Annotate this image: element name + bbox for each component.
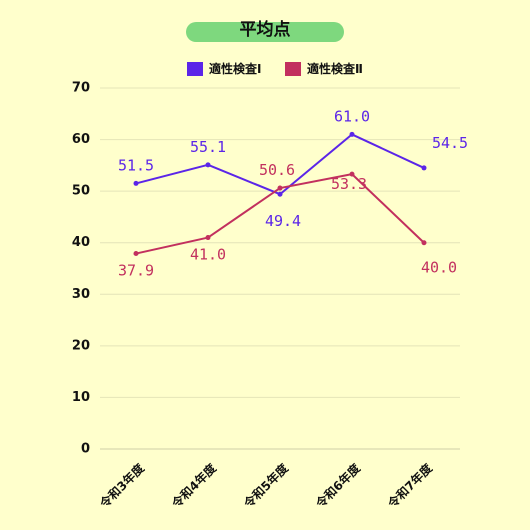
data-point [277, 191, 283, 197]
legend-label: 適性検査Ⅰ [209, 61, 261, 76]
data-labels: 51.5 55.1 49.4 61.0 54.5 37.9 41.0 50.6 53.3 40.0 [118, 107, 468, 279]
data-point [205, 235, 211, 241]
y-tick-label: 10 [72, 390, 90, 405]
series-group [133, 131, 427, 257]
y-tick-label: 60 [72, 132, 90, 147]
data-label: 50.6 [259, 161, 295, 179]
data-label: 41.0 [190, 246, 226, 264]
data-label: 54.5 [432, 134, 468, 152]
x-tick-label: 令和6年度 [312, 460, 364, 512]
x-tick-label: 令和5年度 [240, 460, 292, 512]
chart-title: 平均点 [186, 19, 344, 42]
legend-swatch [285, 62, 301, 76]
data-label: 37.9 [118, 262, 154, 280]
legend-swatch [187, 62, 203, 76]
data-point [133, 251, 139, 257]
x-tick-label: 令和4年度 [168, 460, 220, 512]
y-tick-label: 0 [81, 442, 90, 457]
data-label: 55.1 [190, 138, 226, 156]
data-label: 49.4 [265, 212, 301, 230]
title-background [186, 22, 344, 42]
y-tick-label: 40 [72, 235, 90, 250]
data-label: 51.5 [118, 156, 154, 174]
data-point [421, 240, 427, 246]
y-tick-label: 30 [72, 287, 90, 302]
data-point [133, 180, 139, 186]
data-point [349, 171, 355, 177]
data-point [421, 165, 427, 171]
title-text: 平均点 [240, 19, 291, 40]
x-axis: 令和3年度 令和4年度 令和5年度 令和6年度 令和7年度 [96, 460, 436, 512]
x-tick-label: 令和3年度 [96, 460, 148, 512]
data-point [277, 185, 283, 191]
y-tick-label: 50 [72, 184, 90, 199]
y-tick-label: 70 [72, 81, 90, 96]
y-axis: 0 10 20 30 40 50 60 70 [72, 81, 90, 457]
x-tick-label: 令和7年度 [384, 460, 436, 512]
data-label: 53.3 [331, 175, 367, 193]
data-label: 61.0 [334, 107, 370, 125]
data-point [349, 131, 355, 137]
legend-label: 適性検査Ⅱ [307, 61, 363, 76]
data-label: 40.0 [421, 259, 457, 277]
legend: 適性検査Ⅰ 適性検査Ⅱ [187, 61, 363, 76]
gridlines [100, 87, 460, 450]
y-tick-label: 20 [72, 338, 90, 353]
data-point [205, 162, 211, 168]
